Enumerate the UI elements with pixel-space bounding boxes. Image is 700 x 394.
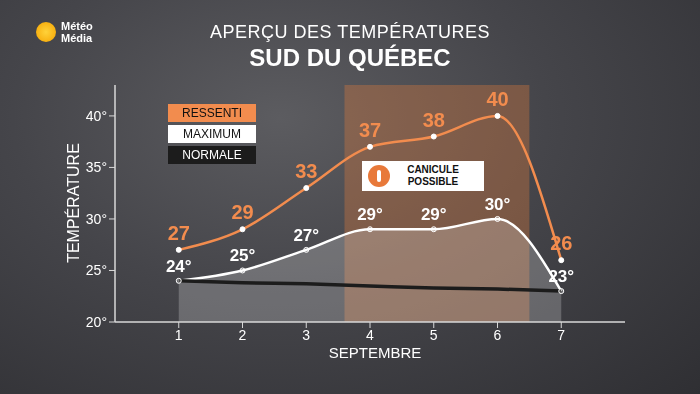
svg-text:29°: 29°: [357, 205, 383, 224]
svg-text:3: 3: [302, 327, 310, 343]
svg-text:29: 29: [231, 201, 253, 223]
svg-text:5: 5: [430, 327, 438, 343]
svg-text:25°: 25°: [230, 246, 256, 265]
svg-text:20°: 20°: [86, 314, 107, 330]
svg-text:30°: 30°: [485, 195, 511, 214]
svg-text:1: 1: [175, 327, 183, 343]
svg-text:23°: 23°: [548, 267, 574, 286]
svg-text:4: 4: [366, 327, 374, 343]
svg-text:29°: 29°: [421, 205, 447, 224]
html-text:SEPTEMBRE: SEPTEMBRE: [328, 344, 422, 361]
html-text:SUD DU QUÉBEC: SUD DU QUÉBEC: [249, 44, 451, 71]
svg-text:7: 7: [557, 327, 565, 343]
svg-text:33: 33: [295, 160, 317, 182]
html-text:TEMPÉRATURE: TEMPÉRATURE: [65, 143, 82, 263]
html-text:APERÇU DES TEMPÉRATURES: APERÇU DES TEMPÉRATURES: [210, 22, 490, 42]
svg-text:6: 6: [494, 327, 502, 343]
svg-text:26: 26: [550, 232, 572, 254]
svg-text:27°: 27°: [293, 226, 319, 245]
html-text:RESSENTI: RESSENTI: [182, 106, 242, 120]
svg-text:38: 38: [423, 109, 445, 131]
html-text:MAXIMUM: MAXIMUM: [183, 127, 241, 141]
svg-text:40: 40: [486, 88, 508, 110]
svg-text:27: 27: [168, 222, 190, 244]
html-text:Météo: Météo: [61, 20, 93, 32]
svg-text:37: 37: [359, 119, 381, 141]
svg-text:2: 2: [239, 327, 247, 343]
html-text:Média: Média: [61, 32, 93, 44]
html-text:CANICULE POSSIBLE: CANICULE POSSIBLE: [407, 164, 459, 187]
svg-text:30°: 30°: [86, 211, 107, 227]
svg-text:40°: 40°: [86, 108, 107, 124]
svg-text:35°: 35°: [86, 159, 107, 175]
html-text:NORMALE: NORMALE: [182, 148, 242, 162]
svg-text:25°: 25°: [86, 262, 107, 278]
svg-text:24°: 24°: [166, 257, 192, 276]
